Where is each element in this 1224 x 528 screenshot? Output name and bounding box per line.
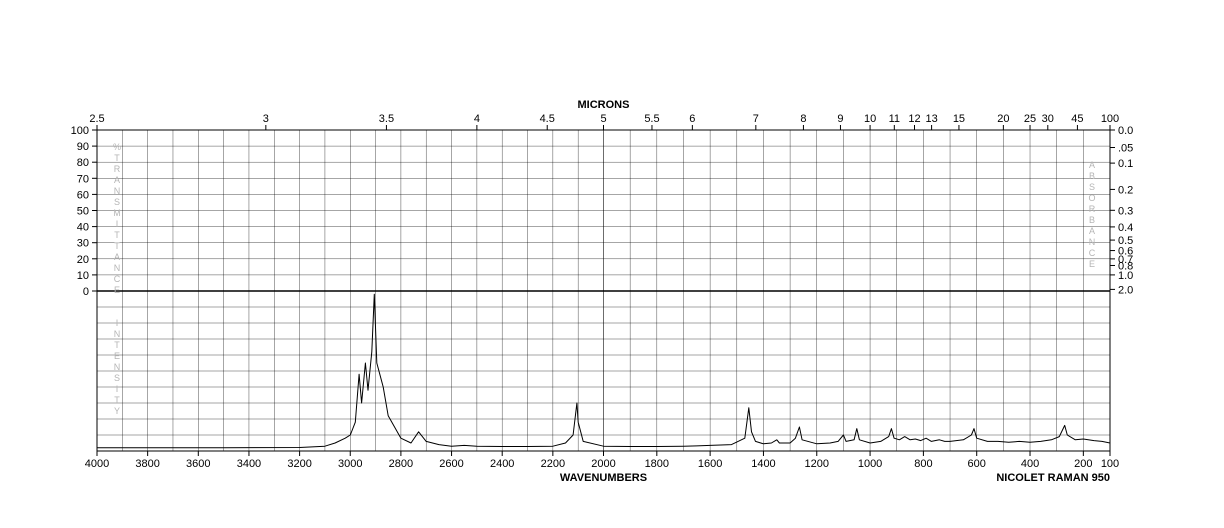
svg-text:1400: 1400: [751, 458, 775, 470]
svg-text:8: 8: [800, 113, 806, 125]
svg-text:600: 600: [968, 458, 986, 470]
svg-text:I: I: [116, 219, 119, 229]
svg-text:0.0: 0.0: [1118, 125, 1133, 137]
svg-text:800: 800: [914, 458, 932, 470]
svg-text:10: 10: [864, 113, 876, 125]
svg-text:100: 100: [1101, 113, 1119, 125]
svg-text:2400: 2400: [490, 458, 514, 470]
svg-text:1.0: 1.0: [1118, 270, 1133, 282]
svg-text:C: C: [114, 274, 121, 284]
svg-text:80: 80: [77, 157, 89, 169]
svg-text:A: A: [114, 175, 120, 185]
svg-text:B: B: [1089, 171, 1095, 181]
svg-text:0.2: 0.2: [1118, 184, 1133, 196]
svg-text:3800: 3800: [135, 458, 159, 470]
svg-text:T: T: [114, 340, 120, 350]
svg-text:1000: 1000: [858, 458, 882, 470]
svg-text:E: E: [114, 351, 120, 361]
svg-text:30: 30: [1042, 113, 1054, 125]
svg-text:100: 100: [1101, 458, 1119, 470]
svg-text:4000: 4000: [85, 458, 109, 470]
svg-text:0.4: 0.4: [1118, 222, 1133, 234]
svg-text:N: N: [114, 263, 121, 273]
svg-text:2.0: 2.0: [1118, 284, 1133, 296]
svg-text:.05: .05: [1118, 143, 1133, 155]
svg-text:NICOLET RAMAN 950: NICOLET RAMAN 950: [996, 472, 1110, 484]
svg-text:S: S: [1089, 182, 1095, 192]
svg-text:3200: 3200: [287, 458, 311, 470]
svg-text:2000: 2000: [591, 458, 615, 470]
svg-text:E: E: [114, 285, 120, 295]
svg-text:2.5: 2.5: [89, 113, 104, 125]
svg-text:2600: 2600: [439, 458, 463, 470]
svg-text:90: 90: [77, 141, 89, 153]
svg-text:3600: 3600: [186, 458, 210, 470]
spectrum-chart: { "chart": { "type": "ir-raman-spectrum"…: [0, 0, 1224, 528]
svg-text:T: T: [114, 153, 120, 163]
svg-text:30: 30: [77, 238, 89, 250]
svg-text:70: 70: [77, 173, 89, 185]
spectrum-svg: 4000380036003400320030002800260024002200…: [0, 0, 1224, 528]
svg-text:3000: 3000: [338, 458, 362, 470]
svg-text:N: N: [1089, 237, 1096, 247]
svg-text:60: 60: [77, 189, 89, 201]
svg-text:%: %: [113, 142, 121, 152]
svg-text:S: S: [114, 373, 120, 383]
svg-text:A: A: [1089, 226, 1095, 236]
svg-text:4.5: 4.5: [540, 113, 555, 125]
svg-text:15: 15: [953, 113, 965, 125]
svg-text:1200: 1200: [805, 458, 829, 470]
svg-text:T: T: [114, 395, 120, 405]
svg-text:3: 3: [263, 113, 269, 125]
svg-text:I: I: [116, 318, 119, 328]
svg-text:I: I: [116, 384, 119, 394]
svg-text:20: 20: [77, 254, 89, 266]
svg-text:N: N: [114, 329, 121, 339]
svg-text:N: N: [114, 362, 121, 372]
svg-text:0: 0: [83, 286, 89, 298]
svg-text:B: B: [1089, 215, 1095, 225]
svg-text:10: 10: [77, 270, 89, 282]
svg-text:25: 25: [1024, 113, 1036, 125]
svg-text:1600: 1600: [698, 458, 722, 470]
svg-text:O: O: [1088, 193, 1095, 203]
svg-text:100: 100: [71, 125, 89, 137]
svg-text:3.5: 3.5: [379, 113, 394, 125]
svg-text:0.3: 0.3: [1118, 205, 1133, 217]
svg-text:3400: 3400: [237, 458, 261, 470]
svg-text:0.1: 0.1: [1118, 158, 1133, 170]
svg-text:R: R: [114, 164, 121, 174]
svg-text:Y: Y: [114, 406, 120, 416]
svg-text:20: 20: [997, 113, 1009, 125]
svg-text:12: 12: [908, 113, 920, 125]
svg-text:T: T: [114, 230, 120, 240]
svg-text:A: A: [1089, 160, 1095, 170]
svg-text:1800: 1800: [645, 458, 669, 470]
svg-text:R: R: [1089, 204, 1096, 214]
svg-text:9: 9: [837, 113, 843, 125]
svg-text:40: 40: [77, 222, 89, 234]
svg-text:M: M: [113, 208, 121, 218]
svg-text:400: 400: [1021, 458, 1039, 470]
svg-text:2800: 2800: [389, 458, 413, 470]
svg-text:E: E: [1089, 259, 1095, 269]
svg-text:5: 5: [600, 113, 606, 125]
svg-text:200: 200: [1074, 458, 1092, 470]
svg-text:7: 7: [753, 113, 759, 125]
svg-text:45: 45: [1071, 113, 1083, 125]
svg-text:13: 13: [925, 113, 937, 125]
svg-text:C: C: [1089, 248, 1096, 258]
svg-text:T: T: [114, 241, 120, 251]
svg-text:50: 50: [77, 206, 89, 218]
svg-text:4: 4: [474, 113, 480, 125]
svg-text:11: 11: [889, 113, 900, 125]
svg-text:6: 6: [689, 113, 695, 125]
svg-text:5.5: 5.5: [644, 113, 659, 125]
svg-text:MICRONS: MICRONS: [578, 99, 630, 111]
svg-text:S: S: [114, 197, 120, 207]
svg-text:N: N: [114, 186, 121, 196]
svg-text:WAVENUMBERS: WAVENUMBERS: [560, 472, 647, 484]
svg-text:A: A: [114, 252, 120, 262]
svg-text:2200: 2200: [541, 458, 565, 470]
